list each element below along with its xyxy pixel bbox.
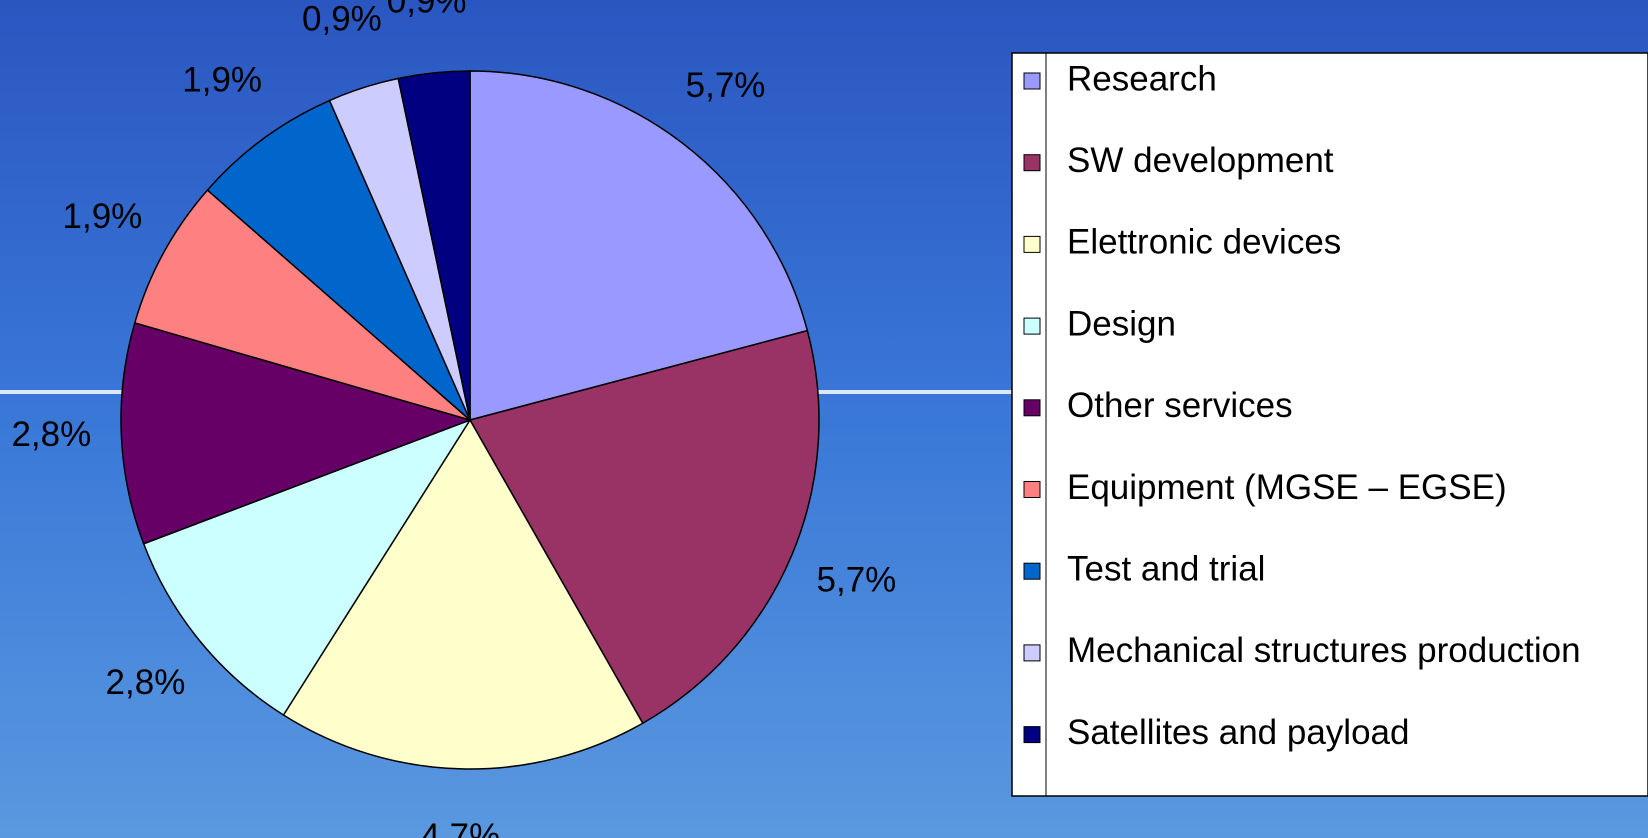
pie-slice <box>469 70 809 421</box>
legend-box <box>1011 52 1648 797</box>
data-label: 0,9% <box>302 0 382 38</box>
legend-label: Elettronic devices <box>1067 223 1341 262</box>
legend-swatch <box>1023 317 1041 335</box>
legend-swatch <box>1023 644 1041 662</box>
data-label: 5,7% <box>686 66 766 105</box>
pie-slice <box>142 418 472 717</box>
legend-label: Equipment (MGSE – EGSE) <box>1067 468 1507 507</box>
pie-slice <box>133 189 471 421</box>
data-label: 5,7% <box>817 560 897 599</box>
pie-slice <box>120 321 473 545</box>
data-label: 1,9% <box>63 197 143 236</box>
legend-swatch <box>1023 72 1041 90</box>
legend-swatch <box>1023 481 1041 498</box>
legend-label: Satellites and payload <box>1067 713 1409 752</box>
pie-slice <box>206 99 471 421</box>
legend-label: Test and trial <box>1067 549 1265 588</box>
legend-swatch <box>1023 562 1041 580</box>
legend-label: Mechanical structures production <box>1067 631 1581 670</box>
legend-swatch <box>1023 154 1041 172</box>
legend-label: Other services <box>1067 386 1293 425</box>
legend-swatch <box>1023 726 1041 744</box>
legend-swatch <box>1023 399 1041 417</box>
data-label: 2,8% <box>11 415 91 454</box>
legend-label: Research <box>1067 59 1217 98</box>
data-label: 0,9% <box>387 0 467 20</box>
pie-slice <box>468 329 820 725</box>
legend-swatch <box>1023 235 1041 253</box>
data-label: 4,7% <box>420 817 500 838</box>
data-label: 2,8% <box>106 663 186 702</box>
legend-label: SW development <box>1067 141 1334 180</box>
legend-label: Design <box>1067 304 1176 343</box>
pie-slice <box>397 70 471 421</box>
pie-slice <box>282 418 644 770</box>
data-label: 1,9% <box>182 60 262 99</box>
